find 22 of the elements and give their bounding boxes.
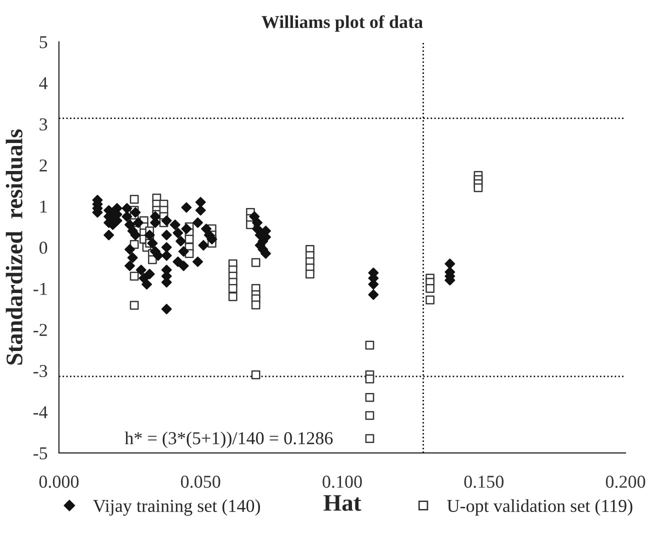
y-tick-label: 2: [40, 159, 47, 172]
x-tick-label: 0.000: [39, 476, 79, 488]
y-tick-label: 4: [39, 77, 48, 90]
x-tick-label: 0.100: [322, 476, 362, 488]
x-tick-label: 0.200: [606, 476, 646, 488]
y-tick-label: -1: [33, 282, 47, 295]
y-tick-label: -5: [33, 447, 48, 460]
annotation: h* = (3*(5+1))/140 = 0.1286: [124, 432, 333, 448]
y-tick-label: -2: [33, 324, 47, 336]
legend-label: Vijay training set (140): [93, 499, 260, 516]
x-tick-label: 0.050: [180, 476, 220, 488]
y-axis-title: Standardized residuals: [6, 129, 23, 365]
y-tick-label: -4: [33, 406, 48, 418]
y-tick-label: 3: [40, 118, 48, 130]
x-axis-title: Hat: [324, 495, 362, 511]
y-tick-label: 0: [40, 242, 48, 254]
legend-label: U-opt validation set (119): [447, 499, 632, 516]
x-tick-label: 0.150: [464, 476, 504, 488]
y-tick-label: -3: [33, 365, 48, 378]
y-tick-label: 5: [40, 36, 48, 48]
y-tick-label: 1: [40, 200, 47, 213]
chart-title: Williams plot of data: [262, 15, 423, 32]
